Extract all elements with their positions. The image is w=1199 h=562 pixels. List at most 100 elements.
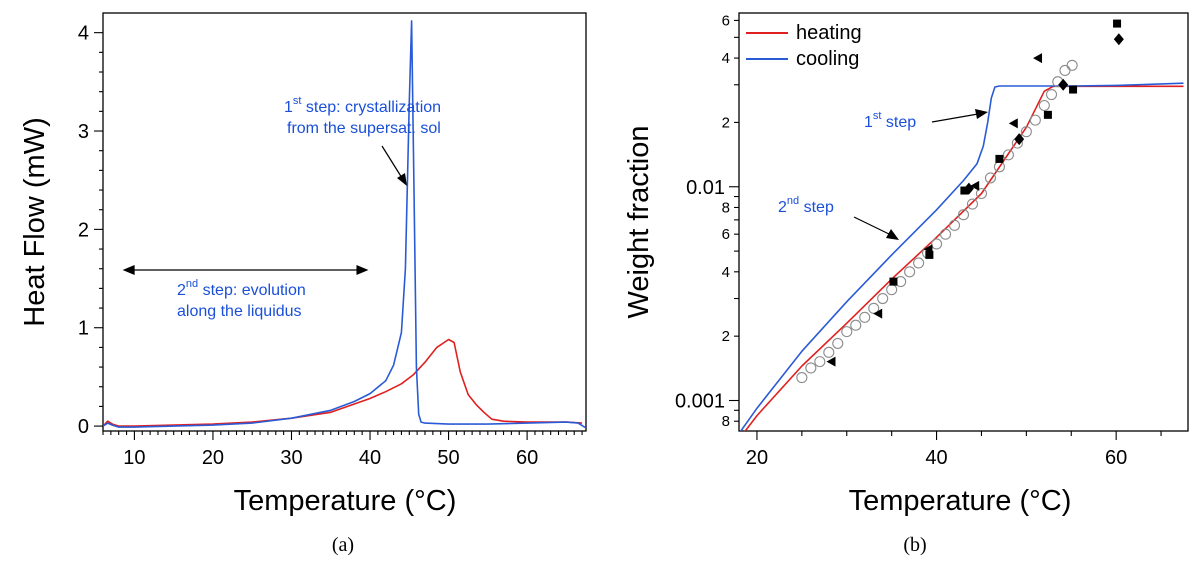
chart-b-point-diamond bbox=[1014, 133, 1025, 146]
chart-b-point-square bbox=[1043, 110, 1052, 119]
chart-b-point-circle bbox=[957, 209, 970, 221]
chart-a-xtick-label: 30 bbox=[280, 447, 302, 469]
chart-b-first-step-label: 1st step bbox=[864, 110, 916, 131]
chart-b-point-triangle bbox=[826, 356, 836, 367]
chart-a-first-step-line2: from the supersat. sol bbox=[287, 120, 441, 137]
panel-label-a: (a) bbox=[332, 534, 354, 556]
chart-a-ytick-label: 0 bbox=[78, 416, 89, 438]
chart-b-point-circle bbox=[1038, 99, 1050, 112]
chart-a-second-step-line2: along the liquidus bbox=[177, 303, 302, 320]
chart-a-ytick-label: 2 bbox=[78, 219, 89, 241]
chart-b-point-circle bbox=[814, 356, 826, 368]
chart-b-point-triangle bbox=[923, 244, 933, 255]
chart-b-xlabel: Temperature (°C) bbox=[849, 485, 1072, 517]
legend-label-cooling: cooling bbox=[796, 48, 859, 70]
chart-b-point-circle bbox=[805, 362, 817, 374]
chart-b-point-circle bbox=[975, 187, 988, 200]
chart-b-point-square bbox=[995, 154, 1004, 163]
chart-a-xtick-label: 10 bbox=[123, 447, 145, 469]
chart-b-point-circle bbox=[1020, 126, 1032, 138]
chart-a-xtick-label: 20 bbox=[202, 447, 224, 469]
chart-b-ytick-minor-label: 4 bbox=[722, 50, 730, 67]
chart-b-series-heating bbox=[744, 85, 1184, 431]
chart-a-xtick-label: 50 bbox=[437, 447, 459, 469]
chart-b-point-circle bbox=[904, 266, 916, 278]
chart-b-point-circle bbox=[984, 172, 996, 184]
chart-a-ytick-label: 3 bbox=[78, 121, 89, 143]
chart-b-point-circle bbox=[966, 198, 979, 210]
legend-label-heating: heating bbox=[796, 22, 862, 44]
chart-b-xtick-label: 20 bbox=[746, 447, 768, 469]
chart-b-ytick-minor-label: 6 bbox=[722, 12, 730, 29]
chart-b-point-circle bbox=[832, 337, 844, 349]
chart-a-ytick-label: 1 bbox=[78, 318, 89, 340]
chart-b-second-step-arrow bbox=[853, 216, 899, 240]
chart-a: 10 20 30 40 50 60 0 1 2 3 4 Temperature (°C) Heat … bbox=[19, 12, 587, 556]
chart-b-ytick-minor-label: 8 bbox=[722, 413, 730, 430]
chart-b-point-square bbox=[960, 186, 969, 195]
chart-b-frame bbox=[738, 12, 1189, 432]
chart-a-series-red bbox=[103, 338, 583, 427]
chart-a-second-step-range-arrow bbox=[122, 265, 369, 275]
chart-b-second-step-label: 2nd step bbox=[778, 195, 834, 216]
chart-b-point-circle bbox=[1045, 89, 1058, 101]
chart-b-point-square bbox=[1069, 85, 1078, 94]
chart-b-markers bbox=[796, 19, 1124, 384]
chart-a-ylabel: Heat Flow (mW) bbox=[19, 117, 51, 326]
chart-b-ytick-minor-label: 8 bbox=[722, 199, 730, 216]
chart-b-point-triangle bbox=[1033, 53, 1043, 64]
chart-b-legend: heating cooling bbox=[746, 22, 862, 70]
chart-b-point-circle bbox=[1066, 59, 1078, 71]
chart-b-series bbox=[739, 82, 1184, 431]
chart-b-point-circle bbox=[1059, 64, 1071, 77]
chart-a-annotation-first-step: 1st step: crystallization from the super… bbox=[284, 95, 441, 137]
chart-b-point-square bbox=[925, 250, 934, 259]
panel-label-b: (b) bbox=[903, 534, 926, 556]
chart-b-ytick-minor-label: 2 bbox=[722, 328, 730, 345]
chart-b-point-circle bbox=[877, 292, 889, 305]
chart-b-point-triangle bbox=[873, 308, 883, 319]
chart-a-ytick-label: 4 bbox=[78, 23, 89, 45]
chart-b-series-cooling bbox=[739, 82, 1184, 431]
chart-b-xtick-label: 60 bbox=[1105, 447, 1127, 469]
chart-b-first-step-arrow bbox=[931, 109, 988, 123]
chart-b-ylabel: Weight fraction bbox=[623, 126, 655, 319]
chart-b-point-circle bbox=[931, 238, 943, 250]
chart-b-point-circle bbox=[823, 346, 835, 358]
chart-a-xtick-label: 60 bbox=[516, 447, 538, 469]
chart-b-point-circle bbox=[841, 326, 853, 338]
chart-a-xlabel: Temperature (°C) bbox=[234, 485, 457, 517]
chart-b-point-diamond bbox=[1113, 33, 1124, 46]
chart-b-point-circle bbox=[850, 319, 862, 331]
chart-a-frame bbox=[102, 12, 587, 432]
chart-b-ytick-minor-label: 4 bbox=[722, 264, 730, 281]
chart-b-point-circle bbox=[868, 302, 880, 314]
chart-a-annotation-second-step: 2nd step: evolution along the liquidus bbox=[177, 278, 306, 320]
chart-b-ytick-label: 0.001 bbox=[675, 391, 725, 413]
chart-b-ytick-minor-label: 6 bbox=[722, 226, 730, 243]
chart-b-point-circle bbox=[886, 284, 898, 296]
chart-a-first-step-line1: 1st step: crystallization bbox=[284, 95, 441, 116]
chart-b-point-circle bbox=[948, 219, 961, 231]
chart-b-point-square bbox=[1113, 19, 1122, 28]
chart-b-xtick-label: 40 bbox=[925, 447, 947, 469]
chart-b-point-diamond bbox=[1058, 78, 1069, 91]
chart-a-axes: 10 20 30 40 50 60 0 1 2 3 4 bbox=[78, 23, 583, 469]
chart-b-point-circle bbox=[796, 372, 808, 384]
chart-b-point-circle bbox=[913, 257, 925, 269]
chart-b-point-square bbox=[889, 277, 898, 286]
chart-b-point-circle bbox=[939, 228, 952, 240]
chart-b-point-circle bbox=[859, 311, 871, 323]
chart-a-xtick-label: 40 bbox=[359, 447, 381, 469]
chart-a-series-blue bbox=[103, 20, 586, 429]
chart-a-second-step-line1: 2nd step: evolution bbox=[177, 278, 306, 299]
chart-b-point-triangle bbox=[1008, 118, 1018, 129]
chart-b-ytick-minor-label: 2 bbox=[722, 114, 730, 131]
chart-a-series bbox=[103, 20, 586, 429]
chart-b-ytick-label: 0.01 bbox=[686, 177, 725, 199]
chart-a-first-step-arrow bbox=[381, 145, 407, 186]
chart-b-point-circle bbox=[1029, 114, 1041, 126]
